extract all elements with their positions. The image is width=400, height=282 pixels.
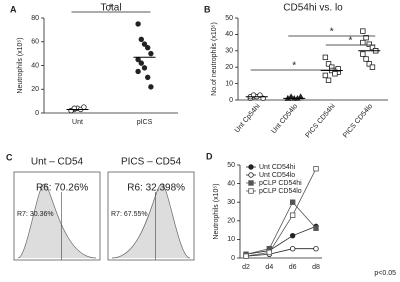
data-point xyxy=(363,34,369,41)
y-tick-label: 20 xyxy=(31,86,39,93)
y-tick-label: 30 xyxy=(227,199,235,206)
significance-label: * xyxy=(292,61,296,72)
data-point xyxy=(81,104,87,110)
data-point xyxy=(138,36,144,43)
gate-label: R6: 32.398% xyxy=(127,183,185,194)
x-tick-label: d6 xyxy=(289,264,297,271)
data-point xyxy=(360,28,366,34)
data-point xyxy=(360,39,366,46)
x-tick-label: d8 xyxy=(312,264,320,271)
x-tick-label: PICS CD54hi xyxy=(305,103,337,140)
data-point xyxy=(138,60,144,66)
data-point xyxy=(325,77,332,84)
legend-marker xyxy=(248,188,254,194)
data-point xyxy=(332,71,338,77)
data-point xyxy=(313,225,319,231)
x-tick-label: Unt xyxy=(72,119,83,126)
x-tick-label: Unt CD54lo xyxy=(271,103,300,135)
data-point xyxy=(335,66,341,72)
panel-label: A xyxy=(10,4,17,14)
y-tick-label: 80 xyxy=(31,15,39,22)
data-point xyxy=(289,212,296,218)
legend-label: Unt CD54hi xyxy=(259,164,296,171)
y-tick-label: 40 xyxy=(225,31,233,38)
flow-title: Unt – CD54 xyxy=(31,157,84,168)
data-point xyxy=(322,54,329,61)
y-tick-label: 40 xyxy=(31,62,39,69)
significance-label: * xyxy=(349,36,353,47)
data-point xyxy=(366,61,372,67)
chart-title: Total xyxy=(100,3,121,14)
legend-label: pCLP CD54hi xyxy=(259,180,302,187)
y-tick-label: 10 xyxy=(227,236,235,243)
data-point xyxy=(141,41,148,47)
data-point xyxy=(289,199,296,205)
flow-title: PICS – CD54 xyxy=(121,157,181,168)
panel-label: D xyxy=(206,151,213,161)
flow-histogram xyxy=(111,183,191,259)
data-point xyxy=(135,68,141,75)
y-tick-label: 0 xyxy=(231,255,235,262)
x-tick-label: PICS CD54lo xyxy=(342,103,374,139)
gate-label: R6: 70.26% xyxy=(36,183,88,194)
data-point xyxy=(322,72,329,79)
data-point xyxy=(363,56,369,62)
gate-label: R7: 67.55% xyxy=(111,211,148,218)
y-axis-label: No.of neutrophils (x10⁵) xyxy=(211,22,218,96)
significance-label: * xyxy=(330,27,334,38)
legend-marker xyxy=(248,180,254,186)
y-tick-label: 0 xyxy=(229,97,233,104)
data-point xyxy=(360,51,366,57)
panel-label: C xyxy=(6,152,13,162)
series-line xyxy=(245,201,317,255)
data-point xyxy=(313,245,319,252)
data-point xyxy=(266,249,273,256)
y-tick-label: 30 xyxy=(225,48,233,55)
y-tick-label: 10 xyxy=(225,80,233,87)
data-point xyxy=(325,61,332,67)
flow-histogram xyxy=(17,183,97,259)
panel-label: B xyxy=(204,4,211,14)
data-point xyxy=(148,50,154,57)
significance-label: * xyxy=(109,3,113,14)
data-point xyxy=(313,166,319,172)
data-point xyxy=(144,74,151,81)
note: p<0.05 xyxy=(374,270,396,277)
y-tick-label: 50 xyxy=(227,162,235,169)
legend-marker xyxy=(248,164,254,170)
x-tick-label: pICS xyxy=(137,119,153,126)
x-tick-label: Unt Cp54hi xyxy=(234,103,262,135)
legend-label: pCLP CD54lo xyxy=(259,188,302,195)
y-axis-label: Neutrophils (x10⁵) xyxy=(213,183,220,239)
data-point xyxy=(289,245,296,252)
y-tick-label: 40 xyxy=(227,180,235,187)
data-point xyxy=(141,65,148,71)
legend-label: Unt CD54lo xyxy=(259,172,295,179)
series-line xyxy=(245,226,317,255)
y-axis-label: Neutrophils (x10⁵) xyxy=(17,37,24,93)
x-tick-label: d2 xyxy=(242,264,250,271)
data-point xyxy=(144,44,151,51)
series-line xyxy=(245,248,316,257)
data-point xyxy=(148,84,154,90)
y-tick-label: 20 xyxy=(227,218,235,225)
axis xyxy=(43,18,178,114)
y-tick-label: 50 xyxy=(225,15,233,22)
y-tick-label: 0 xyxy=(35,110,39,117)
y-tick-label: 20 xyxy=(225,64,233,71)
data-point xyxy=(135,21,141,27)
data-point xyxy=(289,232,296,239)
data-point xyxy=(366,41,372,47)
series-line xyxy=(245,168,317,257)
y-tick-label: 60 xyxy=(31,39,39,46)
gate-label: R7: 30.36% xyxy=(17,211,54,218)
x-tick-label: d4 xyxy=(265,264,273,271)
data-point xyxy=(369,64,376,70)
legend-marker xyxy=(248,172,254,178)
chart-title: CD54hi vs. lo xyxy=(283,3,343,14)
data-point xyxy=(243,253,249,259)
